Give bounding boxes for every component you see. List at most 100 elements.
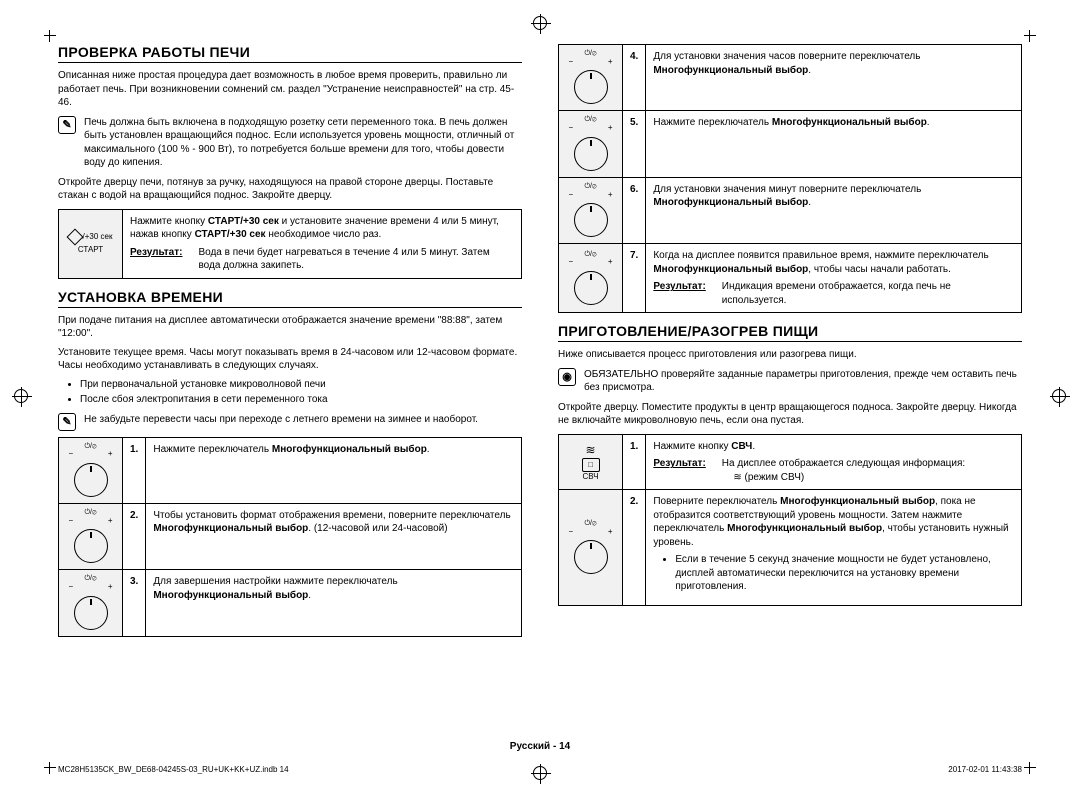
step-text: Для завершения настройки нажмите переклю… (146, 570, 522, 636)
step-number: 1. (623, 434, 646, 490)
bullet-item: После сбоя электропитания в сети перемен… (80, 393, 522, 407)
dial-cell: ⏻/⊘−+ (559, 490, 623, 606)
step-text: Для установки значения минут поверните п… (646, 177, 1022, 243)
dial-icon (74, 596, 108, 630)
dial-cell: ⏻/⊘−+ (59, 570, 123, 636)
sec2-p2: Установите текущее время. Часы могут пок… (58, 346, 522, 373)
dial-cell: ⏻/⊘−+ (559, 177, 623, 243)
result-text: Вода в печи будет нагреваться в течение … (198, 246, 514, 273)
sec3-steps-table: ≋ □ СВЧ 1. Нажмите кнопку СВЧ. Результат… (558, 434, 1022, 606)
play-diamond-icon (66, 228, 83, 245)
step-number: 2. (123, 503, 146, 569)
page-footer: Русский - 14 (0, 741, 1080, 752)
txt: , чтобы часы начали работать. (808, 264, 951, 275)
dial-icon (574, 271, 608, 305)
step-text: Для установки значения часов поверните п… (646, 45, 1022, 111)
txt-bold: СТАРТ/+30 сек (195, 229, 266, 240)
page-content: ПРОВЕРКА РАБОТЫ ПЕЧИ Описанная ниже прос… (0, 0, 1080, 792)
step-number: 6. (623, 177, 646, 243)
txt-bold: Многофункциональный выбор (153, 590, 308, 601)
svc-icon-cell: ≋ □ СВЧ (559, 434, 623, 490)
txt: Нажмите переключатель (153, 444, 272, 455)
step-text: Поверните переключатель Многофункциональ… (646, 490, 1022, 606)
dial-icon (574, 137, 608, 171)
section-title-cook-reheat: ПРИГОТОВЛЕНИЕ/РАЗОГРЕВ ПИЩИ (558, 323, 1022, 342)
step-text: Нажмите переключатель Многофункциональны… (146, 437, 522, 503)
note-icon: ✎ (58, 413, 76, 431)
txt-bold: СВЧ (731, 441, 752, 452)
txt: . (308, 590, 311, 601)
txt-bold: Многофункциональный выбор (653, 65, 808, 76)
step-number: 3. (123, 570, 146, 636)
oven-box-icon: □ (582, 458, 600, 472)
txt: Чтобы установить формат отображения врем… (153, 510, 510, 521)
txt-bold: Многофункциональный выбор (653, 264, 808, 275)
txt: Для установки значения часов поверните п… (653, 51, 920, 62)
microwave-icon: ≋ (585, 443, 595, 457)
note-text: Печь должна быть включена в подходящую р… (84, 116, 522, 170)
txt: Нажмите переключатель (653, 117, 772, 128)
txt: . (808, 65, 811, 76)
svc-label: СВЧ (582, 472, 598, 482)
step-text: Когда на дисплее появится правильное вре… (646, 244, 1022, 313)
step-text: Нажмите кнопку СВЧ. Результат: На диспле… (646, 434, 1022, 490)
txt: необходимое число раз. (266, 229, 382, 240)
two-column-layout: ПРОВЕРКА РАБОТЫ ПЕЧИ Описанная ниже прос… (58, 44, 1022, 724)
txt: . (427, 444, 430, 455)
sec2-p1: При подаче питания на дисплее автоматиче… (58, 314, 522, 341)
start-button-icon-cell: /+30 сек СТАРТ (59, 209, 123, 278)
txt: . (927, 117, 930, 128)
txt: . (752, 441, 755, 452)
bullet-item: Если в течение 5 секунд значение мощност… (675, 553, 1014, 594)
dial-cell: ⏻/⊘−+ (59, 503, 123, 569)
bullet-item: При первоначальной установке микроволнов… (80, 378, 522, 392)
sec2b-steps-table: ⏻/⊘−+ 4. Для установки значения часов по… (558, 44, 1022, 313)
dial-icon (74, 529, 108, 563)
txt: Для завершения настройки нажмите переклю… (153, 576, 397, 587)
dial-icon (574, 540, 608, 574)
txt-bold: СТАРТ/+30 сек (208, 216, 279, 227)
result-label: Результат: (130, 246, 182, 273)
step-text: Чтобы установить формат отображения врем… (146, 503, 522, 569)
txt-bold: Многофункциональный выбор (772, 117, 927, 128)
step-number: 5. (623, 111, 646, 177)
section-title-check-oven: ПРОВЕРКА РАБОТЫ ПЕЧИ (58, 44, 522, 63)
footline-right: 2017-02-01 11:43:38 (948, 765, 1022, 774)
sec3-p2: Откройте дверцу. Поместите продукты в це… (558, 401, 1022, 428)
txt: Нажмите кнопку (130, 216, 208, 227)
sec1-intro: Описанная ниже простая процедура дает во… (58, 69, 522, 110)
result-label: Результат: (653, 280, 705, 307)
dial-cell: ⏻/⊘−+ (59, 437, 123, 503)
dial-icon (574, 70, 608, 104)
txt: . (12-часовой или 24-часовой) (308, 523, 447, 534)
note-text: Не забудьте перевести часы при переходе … (84, 413, 522, 427)
result-text: Индикация времени отображается, когда пе… (722, 280, 1014, 307)
txt-bold: Многофункциональный выбор (153, 523, 308, 534)
sec1-open-door: Откройте дверцу печи, потянув за ручку, … (58, 176, 522, 203)
step-text: Нажмите переключатель Многофункциональны… (646, 111, 1022, 177)
step-number: 7. (623, 244, 646, 313)
dial-icon (74, 463, 108, 497)
left-column: ПРОВЕРКА РАБОТЫ ПЕЧИ Описанная ниже прос… (58, 44, 522, 724)
dial-icon (574, 203, 608, 237)
txt-bold: Многофункциональный выбор (780, 496, 935, 507)
txt: Когда на дисплее появится правильное вре… (653, 250, 988, 261)
caution-icon: ◉ (558, 368, 576, 386)
txt: . (808, 197, 811, 208)
txt: Поверните переключатель (653, 496, 780, 507)
print-footline: MC28H5135CK_BW_DE68-04245S-03_RU+UK+KK+U… (58, 765, 1022, 774)
note-icon: ✎ (58, 116, 76, 134)
sec2-steps-table: ⏻/⊘−+ 1. Нажмите переключатель Многофунк… (58, 437, 522, 637)
dial-cell: ⏻/⊘−+ (559, 244, 623, 313)
txt-bold: Многофункциональный выбор (653, 197, 808, 208)
dial-cell: ⏻/⊘−+ (559, 111, 623, 177)
txt: Нажмите кнопку (653, 441, 731, 452)
dial-cell: ⏻/⊘−+ (559, 45, 623, 111)
footline-left: MC28H5135CK_BW_DE68-04245S-03_RU+UK+KK+U… (58, 765, 289, 774)
sec1-start-table: /+30 сек СТАРТ Нажмите кнопку СТАРТ/+30 … (58, 209, 522, 279)
step-number: 4. (623, 45, 646, 111)
txt-bold: Многофункциональный выбор (727, 523, 882, 534)
start-instruction-cell: Нажмите кнопку СТАРТ/+30 сек и установит… (123, 209, 522, 278)
start-btn-label: СТАРТ (69, 245, 113, 256)
mode-icon: ≋ (733, 472, 744, 483)
